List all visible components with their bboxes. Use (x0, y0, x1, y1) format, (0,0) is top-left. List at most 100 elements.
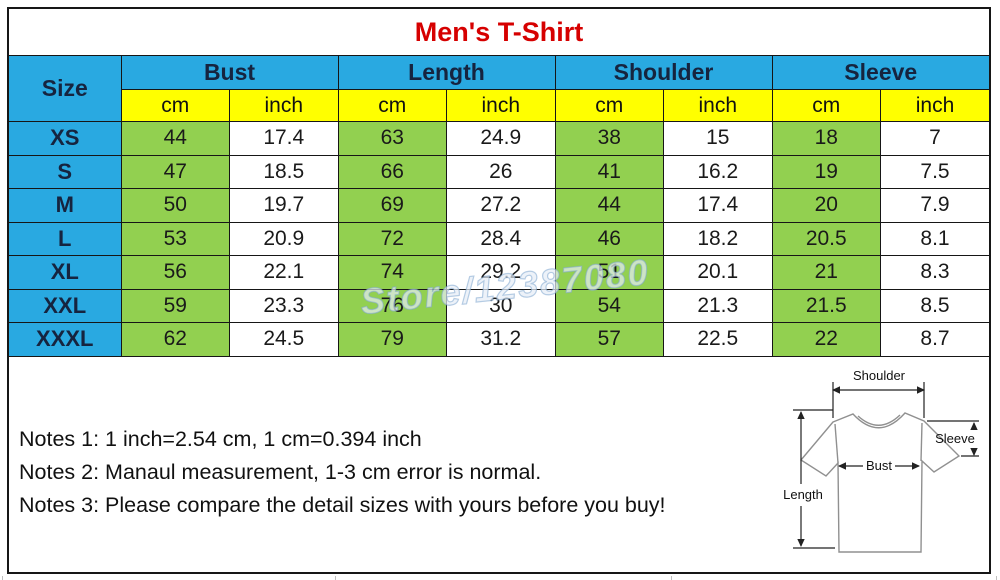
size-cell: XL (9, 255, 122, 290)
data-cell: 29.2 (446, 255, 556, 290)
data-cell: 19.7 (229, 188, 339, 223)
data-cell: 8.3 (880, 255, 989, 290)
size-chart-table: Men's T-Shirt Size Bust Length Shoulder … (9, 9, 989, 357)
data-cell: 79 (337, 322, 447, 357)
data-cell: 22 (771, 322, 881, 357)
diagram-label-shoulder: Shoulder (853, 368, 906, 383)
data-cell: 53 (120, 221, 230, 256)
data-cell: 57 (554, 322, 664, 357)
diagram-label-length: Length (783, 487, 823, 502)
notes-section: Notes 1: 1 inch=2.54 cm, 1 cm=0.394 inch… (19, 423, 759, 522)
data-cell: 17.4 (663, 188, 773, 223)
data-cell: 21.5 (771, 288, 881, 323)
size-cell: M (9, 188, 122, 223)
table-row: L 53 20.9 72 28.4 46 18.2 20.5 8.1 (9, 221, 989, 256)
data-cell: 51 (554, 255, 664, 290)
data-cell: 56 (120, 255, 230, 290)
table-row: XXL 59 23.3 76 30 54 21.3 21.5 8.5 (9, 288, 989, 323)
data-cell: 18.5 (229, 154, 339, 189)
data-cell: 22.5 (663, 322, 773, 357)
unit-header: inch (229, 89, 339, 122)
table-row: M 50 19.7 69 27.2 44 17.4 20 7.9 (9, 188, 989, 223)
data-cell: 20.1 (663, 255, 773, 290)
data-cell: 8.1 (880, 221, 989, 256)
tshirt-outline (799, 412, 961, 553)
data-cell: 19 (771, 154, 881, 189)
data-cell: 59 (120, 288, 230, 323)
data-cell: 44 (554, 188, 664, 223)
data-cell: 7.9 (880, 188, 989, 223)
chart-title: Men's T-Shirt (9, 9, 989, 56)
unit-header: inch (446, 89, 556, 122)
data-cell: 74 (337, 255, 447, 290)
table-edge-tick (2, 576, 3, 580)
unit-header: cm (554, 89, 664, 122)
cropped-next-table-edge (0, 576, 1000, 580)
tshirt-measurement-diagram: Shoulder Sleeve Bust Length (783, 368, 979, 553)
data-cell: 76 (337, 288, 447, 323)
diagram-label-sleeve: Sleeve (935, 431, 975, 446)
data-cell: 50 (120, 188, 230, 223)
data-cell: 41 (554, 154, 664, 189)
data-cell: 16.2 (663, 154, 773, 189)
data-cell: 21 (771, 255, 881, 290)
table-edge-tick (671, 576, 672, 580)
size-cell: XXXL (9, 322, 122, 357)
data-cell: 8.7 (880, 322, 989, 357)
size-cell: S (9, 154, 122, 189)
table-row: XL 56 22.1 74 29.2 51 20.1 21 8.3 (9, 255, 989, 290)
size-cell: XXL (9, 288, 122, 323)
group-header-sleeve: Sleeve (771, 55, 989, 90)
size-cell: XS (9, 121, 122, 156)
data-cell: 27.2 (446, 188, 556, 223)
table-row: XS 44 17.4 63 24.9 38 15 18 7 (9, 121, 989, 156)
note-line-1: Notes 1: 1 inch=2.54 cm, 1 cm=0.394 inch (19, 427, 422, 451)
data-cell: 18.2 (663, 221, 773, 256)
data-cell: 17.4 (229, 121, 339, 156)
data-cell: 66 (337, 154, 447, 189)
table-row: XXXL 62 24.5 79 31.2 57 22.5 22 8.7 (9, 322, 989, 357)
data-cell: 47 (120, 154, 230, 189)
table-edge-tick (996, 576, 997, 580)
data-cell: 22.1 (229, 255, 339, 290)
unit-header: cm (121, 89, 230, 122)
data-cell: 8.5 (880, 288, 989, 323)
data-cell: 21.3 (663, 288, 773, 323)
table-row: S 47 18.5 66 26 41 16.2 19 7.5 (9, 154, 989, 189)
unit-header-row: cm inch cm inch cm inch cm inch (9, 89, 989, 122)
note-line-2: Notes 2: Manaul measurement, 1-3 cm erro… (19, 460, 542, 484)
data-cell: 63 (337, 121, 447, 156)
data-cell: 15 (663, 121, 773, 156)
data-cell: 54 (554, 288, 664, 323)
data-cell: 31.2 (446, 322, 556, 357)
data-cell: 7 (880, 121, 989, 156)
data-cell: 62 (120, 322, 230, 357)
data-cell: 7.5 (880, 154, 989, 189)
table-edge-tick (335, 576, 336, 580)
diagram-label-bust: Bust (866, 458, 892, 473)
group-header-length: Length (337, 55, 556, 90)
unit-header: inch (663, 89, 773, 122)
data-cell: 72 (337, 221, 447, 256)
data-cell: 24.5 (229, 322, 339, 357)
data-cell: 20 (771, 188, 881, 223)
data-cell: 20.5 (771, 221, 881, 256)
data-cell: 24.9 (446, 121, 556, 156)
data-cell: 23.3 (229, 288, 339, 323)
size-chart-sheet: Men's T-Shirt Size Bust Length Shoulder … (7, 7, 991, 574)
data-cell: 28.4 (446, 221, 556, 256)
data-cell: 18 (771, 121, 881, 156)
unit-header: inch (880, 89, 989, 122)
data-cell: 38 (554, 121, 664, 156)
group-header-shoulder: Shoulder (554, 55, 773, 90)
unit-header: cm (337, 89, 447, 122)
size-column-header: Size (9, 55, 122, 122)
group-header-row: Size Bust Length Shoulder Sleeve (9, 55, 989, 122)
group-header-bust: Bust (120, 55, 339, 90)
note-line-3: Notes 3: Please compare the detail sizes… (19, 493, 666, 517)
data-cell: 30 (446, 288, 556, 323)
measure-arrows (793, 382, 979, 549)
unit-header: cm (771, 89, 881, 122)
data-cell: 44 (120, 121, 230, 156)
